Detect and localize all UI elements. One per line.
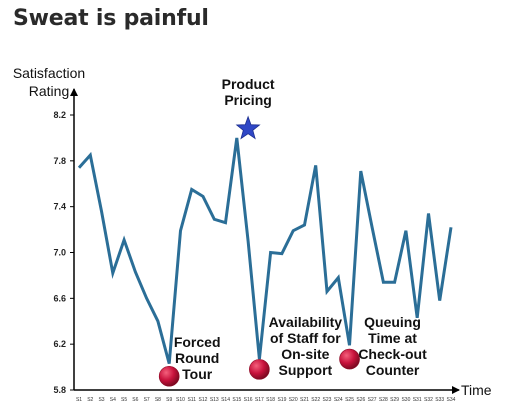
x-tick-label: S27 [368,397,377,403]
x-tick-label: S6 [132,397,138,403]
x-tick-label: S15 [232,397,241,403]
x-tick-label: S26 [356,397,365,403]
y-tick-label: 6.6 [53,293,66,303]
x-tick-label: S28 [379,397,388,403]
x-tick-label: S20 [289,397,298,403]
red-dot-marker-icon [249,359,270,380]
x-tick-label: S25 [345,397,354,403]
x-tick-label: S4 [110,397,116,403]
y-axis-title-line-1: Satisfaction [13,65,85,81]
y-tick-label: 7.8 [53,156,66,166]
x-tick-label: S10 [176,397,185,403]
x-tick-label: S16 [244,397,253,403]
satisfaction-series-line [77,137,453,364]
x-tick-label: S17 [255,397,264,403]
x-tick-label: S24 [334,397,343,403]
x-tick-label: S31 [413,397,422,403]
y-axis-title-line-2: Rating [29,83,69,99]
x-tick-label: S3 [98,397,104,403]
x-tick-label: S22 [311,397,320,403]
x-tick-label: S23 [323,397,332,403]
y-tick-label: 7.0 [53,248,66,258]
annotation-label: Product Pricing [222,76,275,108]
y-tick-label: 6.2 [53,339,66,349]
page-title: Sweat is painful [13,6,209,31]
x-tick-label: S9 [166,397,172,403]
red-dot-marker-icon [158,365,180,387]
red-dot-marker-icon [339,348,360,370]
x-tick-label: S21 [300,397,309,403]
x-tick-label: S30 [401,397,410,403]
x-tick-label: S33 [435,397,444,403]
x-tick-label: S29 [390,397,399,403]
x-tick-label: S2 [87,397,93,403]
star-marker-icon [235,115,261,140]
x-tick-label: S19 [277,397,286,403]
annotation-label: Queuing Time at Check-out Counter [358,314,427,378]
annotation-label: Availability of Staff for On-site Support [269,314,343,378]
x-tick-label: S12 [199,397,208,403]
x-tick-label: S34 [447,397,456,403]
y-tick-label: 7.4 [53,202,66,212]
x-tick-label: S32 [424,397,433,403]
y-tick-label: 8.2 [53,110,66,120]
x-tick-label: S18 [266,397,275,403]
y-tick-label: 5.8 [53,385,66,395]
x-tick-label: S11 [187,397,196,403]
x-tick-label: S13 [210,397,219,403]
x-tick-label: S5 [121,397,127,403]
x-axis-title: Time [461,382,492,398]
annotation-label: Forced Round Tour [174,334,221,382]
x-tick-label: S1 [76,397,82,403]
x-tick-label: S7 [144,397,150,403]
x-tick-label: S14 [221,397,230,403]
x-tick-label: S8 [155,397,161,403]
